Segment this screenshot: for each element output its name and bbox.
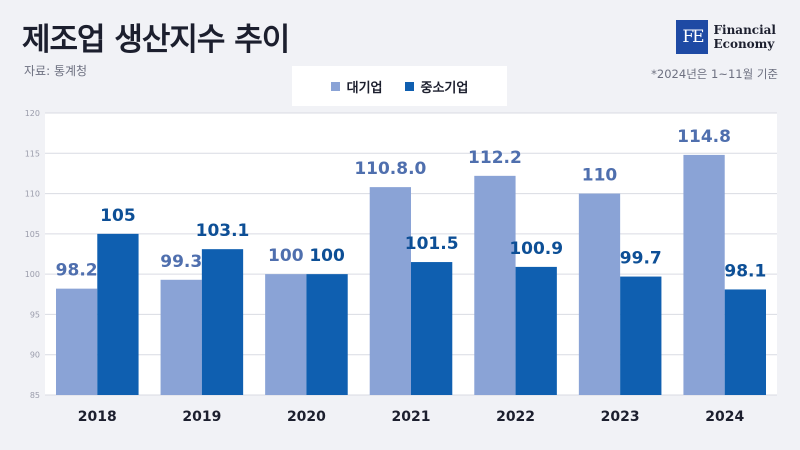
footnote: *2024년은 1~11월 기준: [651, 67, 778, 81]
y-tick-label: 85: [30, 391, 40, 400]
x-tick-label: 2020: [287, 409, 326, 425]
data-label-large-enterprise: 98.2: [56, 261, 98, 281]
bar-large-enterprise: [578, 193, 621, 395]
x-tick-label: 2023: [601, 409, 640, 425]
y-tick-label: 105: [25, 230, 40, 239]
page-title: 제조업 생산지수 추이: [22, 22, 290, 58]
data-label-large-enterprise: 99.3: [160, 252, 202, 272]
bar-large-enterprise: [474, 175, 516, 395]
logo-mark: FE: [676, 20, 709, 54]
bar-sme: [201, 249, 244, 395]
legend-item-sme: 중소기업: [404, 77, 469, 96]
data-label-sme: 98.1: [724, 261, 766, 281]
y-tick-label: 110: [25, 190, 40, 199]
data-label-sme: 103.1: [196, 221, 250, 241]
logo-line-2: Economy: [713, 37, 775, 51]
x-tick-label: 2019: [182, 409, 221, 425]
source-label: 자료: 통계청: [24, 64, 88, 78]
bar-sme: [620, 276, 662, 395]
legend-swatch-sme: [404, 81, 414, 91]
legend-label-large: 대기업: [346, 80, 383, 96]
bar-sme: [515, 266, 557, 395]
y-tick-label: 100: [25, 270, 40, 279]
y-tick-label: 95: [30, 310, 40, 319]
bar-large-enterprise: [56, 288, 98, 395]
bar-large-enterprise: [265, 274, 307, 395]
legend-item-large: 대기업: [330, 77, 383, 96]
bar-large-enterprise: [160, 279, 202, 395]
bar-sme: [97, 233, 139, 395]
data-label-large-enterprise: 112.2: [468, 148, 522, 168]
y-tick-label: 115: [25, 149, 40, 158]
data-label-sme: 99.7: [620, 249, 662, 269]
data-label-large-enterprise: 110.8.0: [354, 159, 426, 179]
logo-line-1: Financial: [713, 23, 776, 37]
data-label-large-enterprise: 114.8: [677, 127, 731, 147]
legend-swatch-large: [330, 81, 340, 91]
legend-label-sme: 중소기업: [420, 80, 469, 96]
x-tick-label: 2021: [392, 409, 431, 425]
bar-sme: [724, 289, 766, 395]
bar-sme: [306, 274, 348, 395]
x-tick-label: 2024: [705, 409, 744, 425]
y-tick-label: 120: [25, 109, 40, 118]
data-label-large-enterprise: 100: [268, 246, 304, 266]
bar-large-enterprise: [369, 187, 411, 395]
bar-large-enterprise: [683, 154, 725, 395]
data-label-sme: 100.9: [509, 239, 563, 259]
data-label-sme: 100: [309, 246, 345, 266]
x-tick-label: 2018: [78, 409, 117, 425]
data-label-sme: 101.5: [405, 234, 459, 254]
data-label-large-enterprise: 110: [582, 166, 618, 186]
publisher-logo: FE Financial Economy: [676, 20, 776, 54]
y-tick-label: 90: [30, 351, 40, 360]
chart-legend: 대기업 중소기업: [292, 66, 507, 106]
data-label-sme: 105: [100, 206, 136, 226]
x-tick-label: 2022: [496, 409, 535, 425]
bar-sme: [411, 262, 453, 395]
